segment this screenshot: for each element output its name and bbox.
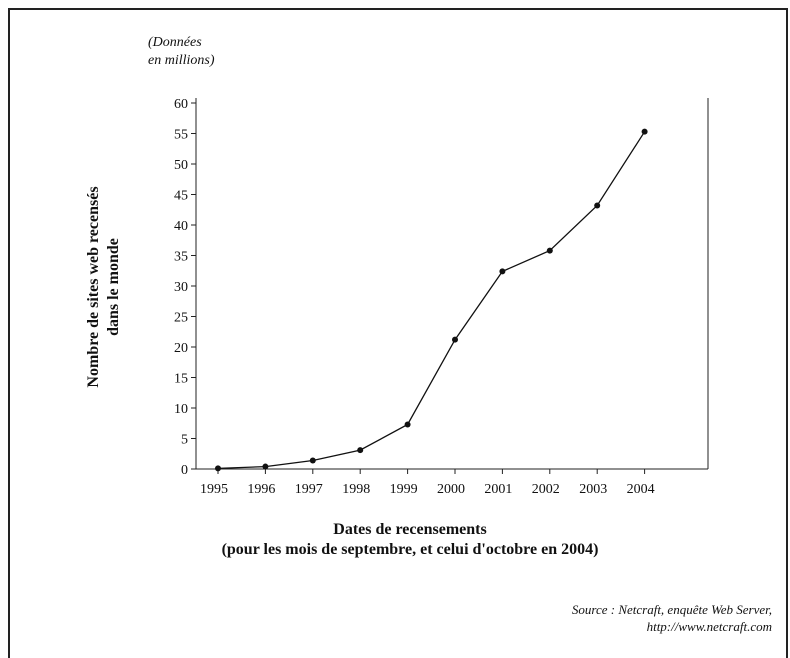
y-tick-label: 45 [174, 189, 188, 204]
data-point-1996 [262, 463, 269, 470]
y-tick-label: 20 [174, 341, 188, 356]
data-point-2003 [594, 202, 601, 209]
y-tick-label: 15 [174, 372, 188, 387]
data-point-1999 [404, 421, 411, 428]
y-tick-label: 30 [174, 280, 188, 295]
x-tick-label: 1995 [200, 482, 228, 497]
data-point-2004 [641, 128, 648, 135]
y-tick-label: 35 [174, 250, 188, 265]
source-note: Source : Netcraft, enquête Web Server, h… [572, 601, 772, 635]
x-tick-label: 2003 [579, 482, 607, 497]
x-tick-label: 1996 [247, 482, 275, 497]
y-tick-label: 10 [174, 402, 188, 417]
y-tick-label: 55 [174, 128, 188, 143]
x-axis-label-line-1: Dates de recensements [333, 521, 487, 538]
source-line-2: http://www.netcraft.com [646, 619, 772, 634]
data-point-2000 [452, 336, 458, 343]
data-point-2002 [546, 247, 553, 254]
series-line [217, 131, 646, 470]
x-tick-label: 1999 [390, 482, 418, 497]
data-point-1998 [357, 447, 364, 454]
y-ticks: 0 5 10 15 20 25 30 35 40 45 50 55 60 [174, 97, 196, 478]
y-tick-label: 5 [181, 433, 188, 448]
y-tick-label: 60 [174, 97, 188, 112]
data-point-1995 [215, 465, 221, 472]
y-tick-label: 0 [181, 463, 188, 478]
y-tick-label: 25 [174, 311, 188, 326]
data-point-1997 [309, 457, 316, 464]
y-tick-label: 50 [174, 158, 188, 173]
x-tick-label: 2001 [484, 482, 512, 497]
unit-note: (Données en millions) [148, 34, 215, 70]
x-tick-label: 1998 [342, 482, 370, 497]
data-point-2001 [499, 268, 506, 275]
chart-frame [8, 8, 788, 658]
y-tick-label: 40 [174, 219, 188, 234]
unit-note-line-2: en millions) [148, 53, 215, 68]
x-tick-label: 2002 [532, 482, 560, 497]
x-tick-label: 1997 [295, 482, 323, 497]
x-axis-label: Dates de recensements (pour les mois de … [140, 520, 680, 560]
data-points [215, 128, 648, 472]
x-ticks: 1995 1996 1997 1998 1999 2000 2001 2002 2003 2004 [200, 469, 655, 497]
source-line-1: Source : Netcraft, enquête Web Server, [571, 602, 772, 617]
x-axis-label-line-2: (pour les mois de septembre, et celui d'… [221, 541, 599, 558]
x-tick-label: 2004 [627, 482, 655, 497]
unit-note-line-1: (Données [148, 35, 202, 50]
x-tick-label: 2000 [437, 482, 465, 497]
